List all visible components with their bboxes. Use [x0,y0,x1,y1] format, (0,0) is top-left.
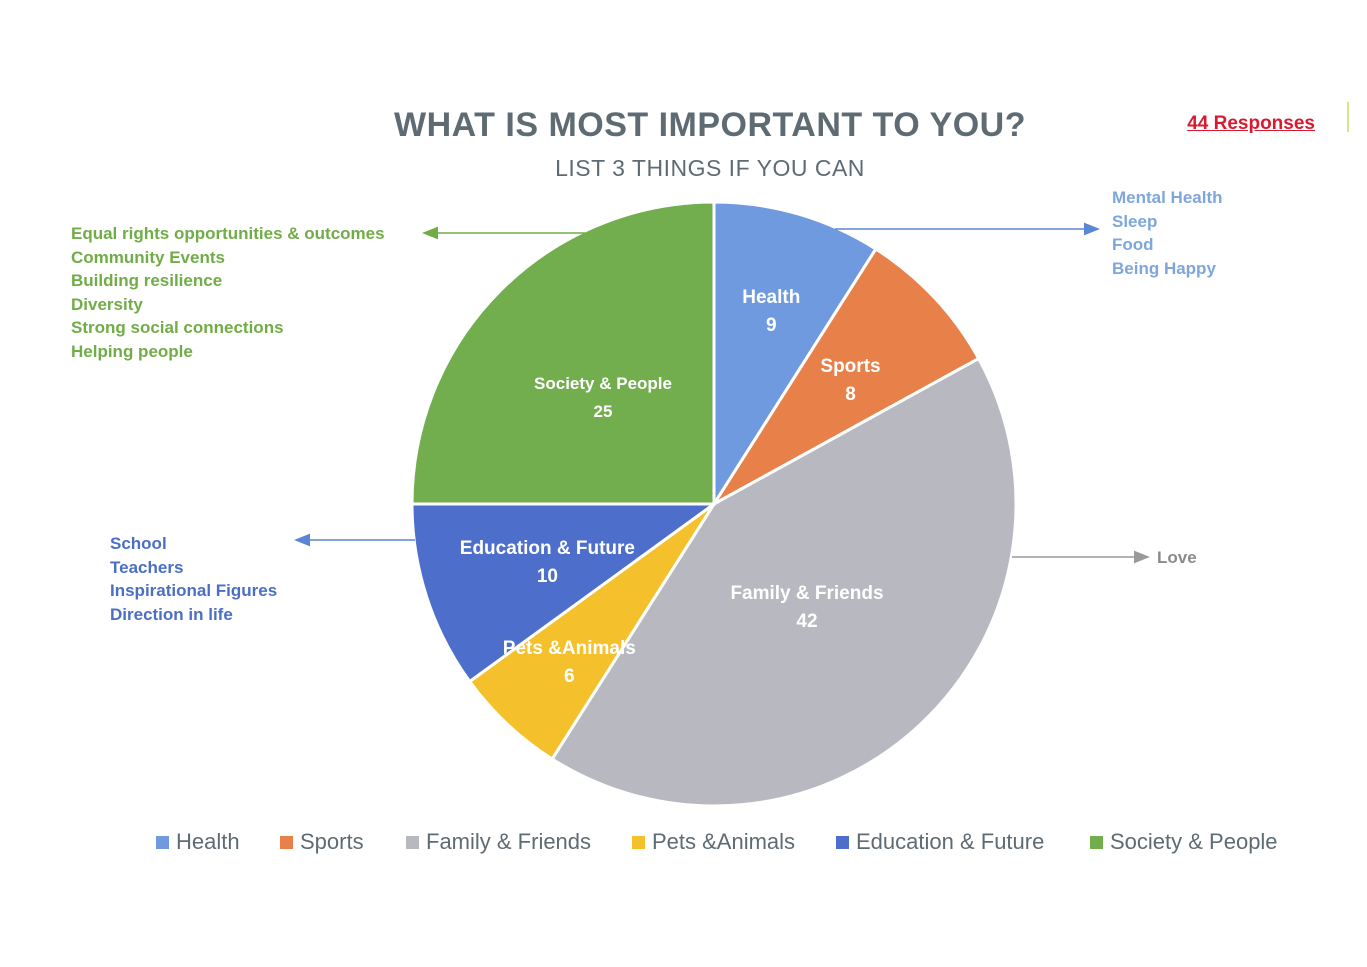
responses-count-link[interactable]: 44 Responses [1187,113,1315,134]
chart-subtitle: LIST 3 THINGS IF YOU CAN [555,155,865,181]
pie-slice-education-future [410,502,719,684]
legend-item-sports: Sports [280,826,364,858]
health-notes: Mental Health Sleep Food Being Happy [1112,186,1223,280]
legend-label: Sports [300,829,364,854]
legend-swatch [406,835,419,849]
pie-slice-value: 8 [845,384,856,405]
society-note-item: Equal rights opportunities & outcomes [71,224,385,243]
legend-item-health: Health [156,826,240,858]
pie-slice-value: 10 [537,566,558,587]
callout-arrows [294,222,1150,564]
family-note-item: Love [1157,548,1197,567]
pie-labels: Health 9 Sports 8 Family & Friends 42 Pets &An… [460,287,884,687]
health-note-item: Mental Health [1112,188,1223,207]
pie-slice-label: Sports [820,356,880,377]
pie-slices [410,200,1018,808]
legend-swatch [632,835,645,849]
legend-item-education-future: Education & Future [836,826,1044,858]
education-note-item: Direction in life [110,604,233,624]
legend-label: Health [176,829,240,854]
pie-slice-label: Family & Friends [730,583,883,604]
legend-swatch [156,835,169,849]
legend-label: Family & Friends [426,829,592,854]
pie-slice-value: 25 [594,402,613,421]
family-notes: Love [1157,546,1197,570]
legend-item-family-friends: Family & Friends [406,826,591,858]
society-note-item: Diversity [71,294,143,314]
education-note-item: Teachers [110,557,184,577]
pie-slice-label: Society & People [534,374,672,393]
education-note-item: School [110,534,167,553]
legend-item-pets-animals: Pets &Animals [632,826,795,858]
society-notes: Equal rights opportunities & outcomes Co… [71,222,385,364]
pie-slice-value: 6 [564,666,575,687]
legend-swatch [1090,835,1103,849]
education-note-item: Inspirational Figures [110,581,278,601]
pie-slice-health [712,200,878,510]
education-notes: School Teachers Inspirational Figures Di… [110,532,277,626]
chart-title: WHAT IS MOST IMPORTANT TO YOU? [393,106,1026,144]
pie-slice-label: Pets &Animals [503,638,636,659]
pie-slice-label: Education & Future [460,538,635,559]
society-note-item: Community Events [71,247,225,267]
legend-label: Education & Future [856,829,1045,854]
health-note-item: Being Happy [1112,258,1216,278]
health-note-item: Sleep [1112,211,1158,231]
edge-mark [1347,102,1349,132]
pie-slice-sports [712,246,981,506]
pie-slice-society-people [410,200,716,506]
legend-swatch [280,835,293,849]
pie-slice-label: Health [742,287,800,308]
pie-slice-family-friends [550,356,1018,808]
pie-slice-value: 9 [766,315,777,336]
society-note-item: Helping people [71,341,193,361]
society-note-item: Building resilience [71,271,223,291]
legend-item-society-people: Society & People [1090,826,1278,858]
health-note-item: Food [1112,235,1154,255]
society-note-item: Strong social connections [71,318,284,338]
pie-slice-value: 42 [796,611,817,632]
legend-label: Pets &Animals [652,829,796,854]
legend-label: Society & People [1110,829,1278,854]
legend-swatch [836,835,849,849]
